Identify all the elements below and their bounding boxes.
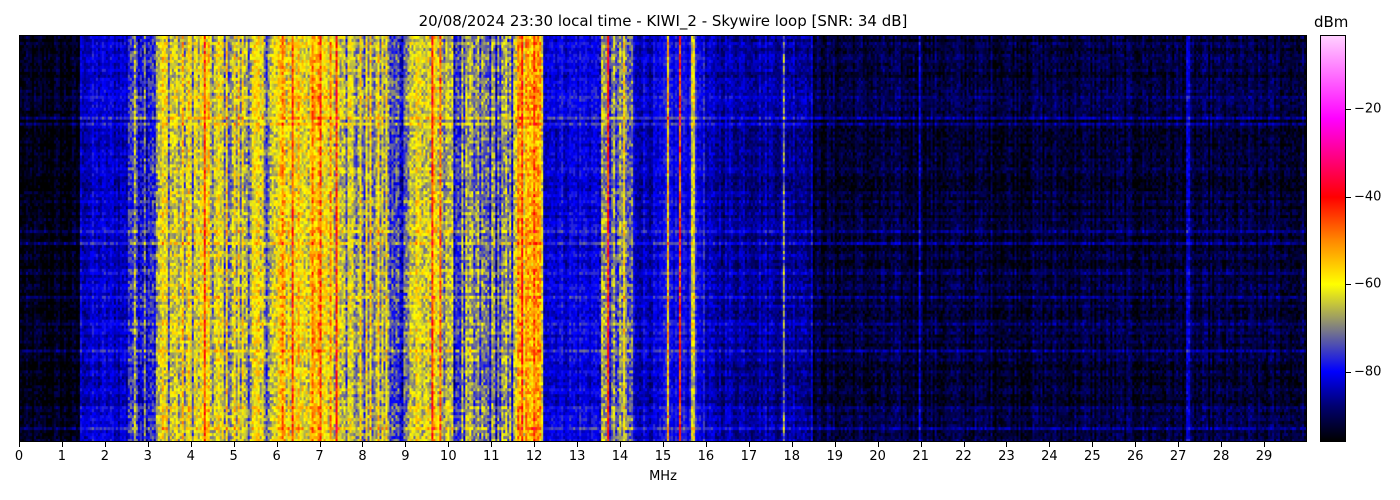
x-tick bbox=[920, 442, 922, 447]
x-tick-label: 26 bbox=[1126, 449, 1144, 464]
x-tick-label: 23 bbox=[998, 449, 1015, 464]
x-tick bbox=[147, 442, 149, 447]
x-tick-label: 28 bbox=[1212, 449, 1230, 464]
chart-title: 20/08/2024 23:30 local time - KIWI_2 - S… bbox=[418, 12, 908, 30]
colorbar-tick-label: −60 bbox=[1354, 276, 1382, 292]
x-tick-label: 17 bbox=[740, 449, 758, 464]
colorbar-tick bbox=[1346, 284, 1351, 286]
x-tick bbox=[705, 442, 707, 447]
x-tick-label: 29 bbox=[1255, 449, 1273, 464]
x-tick-label: 6 bbox=[272, 449, 281, 464]
x-tick bbox=[1221, 442, 1223, 447]
x-tick-label: 3 bbox=[143, 449, 152, 464]
x-tick bbox=[1006, 442, 1008, 447]
x-tick-label: 15 bbox=[654, 449, 672, 464]
x-tick bbox=[61, 442, 63, 447]
x-tick-label: 16 bbox=[697, 449, 715, 464]
colorbar-tick-label: −40 bbox=[1354, 189, 1382, 205]
x-tick bbox=[448, 442, 450, 447]
x-tick bbox=[1135, 442, 1137, 447]
x-tick bbox=[233, 442, 235, 447]
colorbar-tick-label: −80 bbox=[1354, 364, 1382, 380]
x-tick bbox=[1178, 442, 1180, 447]
colorbar-label: dBm bbox=[1314, 13, 1349, 31]
x-tick-label: 10 bbox=[440, 449, 457, 464]
x-tick bbox=[405, 442, 407, 447]
x-tick bbox=[104, 442, 106, 447]
x-tick bbox=[1264, 442, 1266, 447]
x-tick-label: 5 bbox=[229, 449, 238, 464]
x-tick-label: 24 bbox=[1041, 449, 1058, 464]
x-tick-label: 21 bbox=[912, 449, 929, 464]
x-tick bbox=[491, 442, 493, 447]
x-tick bbox=[319, 442, 321, 447]
x-tick-label: 2 bbox=[100, 449, 109, 464]
x-tick-label: 20 bbox=[869, 449, 886, 464]
spectrogram-heatmap bbox=[20, 36, 1306, 441]
colorbar bbox=[1320, 35, 1346, 442]
x-tick-label: 27 bbox=[1169, 449, 1187, 464]
x-tick-label: 4 bbox=[186, 449, 195, 464]
x-tick bbox=[1049, 442, 1051, 447]
colorbar-tick bbox=[1346, 371, 1351, 373]
x-tick-label: 7 bbox=[315, 449, 324, 464]
x-tick-label: 22 bbox=[955, 449, 972, 464]
spectrogram-plot-area bbox=[19, 35, 1307, 442]
x-tick bbox=[534, 442, 536, 447]
x-tick-label: 1 bbox=[57, 449, 67, 464]
x-tick bbox=[276, 442, 278, 447]
x-tick-label: 8 bbox=[358, 449, 367, 464]
colorbar-tick bbox=[1346, 109, 1351, 111]
x-tick-label: 25 bbox=[1084, 449, 1101, 464]
x-tick-label: 0 bbox=[14, 449, 24, 464]
x-tick bbox=[834, 442, 836, 447]
x-tick bbox=[1092, 442, 1094, 447]
x-tick-label: 14 bbox=[611, 449, 629, 464]
x-tick bbox=[877, 442, 879, 447]
colorbar-tick bbox=[1346, 196, 1351, 198]
x-tick-label: 9 bbox=[401, 449, 410, 464]
x-tick-label: 19 bbox=[826, 449, 843, 464]
x-tick bbox=[19, 442, 20, 447]
x-tick bbox=[963, 442, 965, 447]
colorbar-tick-label: −20 bbox=[1354, 101, 1382, 117]
x-tick bbox=[791, 442, 793, 447]
x-tick-label: 13 bbox=[568, 449, 586, 464]
x-tick bbox=[577, 442, 579, 447]
x-axis: 0 1 2 3 4 5 6 7 8 9 10 11 12 13 14 15 16 17 18 19 20 21 22 23 24… bbox=[15, 442, 1307, 472]
x-axis-label: MHz bbox=[649, 469, 677, 484]
x-tick bbox=[663, 442, 664, 447]
x-tick bbox=[362, 442, 364, 447]
x-tick bbox=[748, 442, 750, 447]
x-tick-label: 18 bbox=[783, 449, 801, 464]
x-tick-label: 11 bbox=[482, 449, 500, 464]
x-tick bbox=[620, 442, 622, 447]
x-tick bbox=[190, 442, 192, 447]
x-tick-label: 12 bbox=[525, 449, 543, 464]
